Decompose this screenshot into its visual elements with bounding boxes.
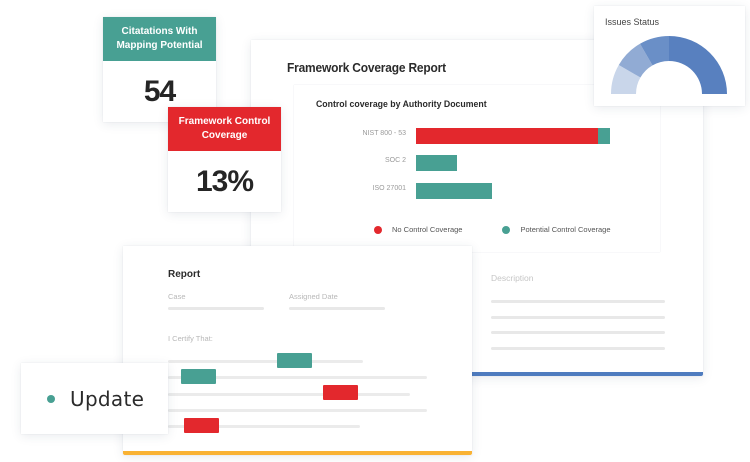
chart-legend: No Control Coverage Potential Control Co… <box>374 225 651 234</box>
legend-label: Potential Control Coverage <box>520 225 611 234</box>
gauge-segment-2 <box>618 43 653 78</box>
bar-label: ISO 27001 <box>372 185 406 192</box>
orange-accent-bar <box>123 451 472 455</box>
coverage-stat-card[interactable]: Framework Control Coverage 13% <box>168 107 281 212</box>
gauge-segment-3 <box>640 36 669 66</box>
report-title: Framework Coverage Report <box>287 60 446 75</box>
bar-no-coverage <box>416 128 598 144</box>
certify-tag-red[interactable] <box>184 418 219 433</box>
bar-row-iso27001[interactable]: ISO 27001 <box>294 183 660 199</box>
assigned-date-field[interactable] <box>289 307 385 310</box>
case-label: Case <box>168 292 186 301</box>
description-line <box>491 300 665 303</box>
status-dot-icon <box>47 394 55 403</box>
citations-stat-card[interactable]: Citatations With Mapping Potential 54 <box>103 17 216 122</box>
case-field[interactable] <box>168 307 264 310</box>
coverage-stat-label: Framework Control Coverage <box>168 107 281 151</box>
certify-line <box>168 409 427 412</box>
issues-status-title: Issues Status <box>605 17 660 27</box>
bar-potential-coverage <box>416 155 457 171</box>
citations-stat-value: 54 <box>143 75 176 108</box>
certify-line <box>168 360 363 363</box>
legend-item-no-coverage[interactable]: No Control Coverage <box>374 225 462 234</box>
gauge-segment-1 <box>611 65 641 94</box>
blue-accent-bar <box>251 372 703 376</box>
coverage-chart-card: Control coverage by Authority Document N… <box>294 85 660 252</box>
citations-stat-label: Citatations With Mapping Potential <box>103 17 216 61</box>
description-line <box>491 331 665 334</box>
certify-line <box>168 425 360 428</box>
bar-label: NIST 800 - 53 <box>362 130 406 137</box>
bar-row-soc2[interactable]: SOC 2 <box>294 155 660 171</box>
legend-item-potential-coverage[interactable]: Potential Control Coverage <box>502 225 611 234</box>
certify-label: I Certify That: <box>168 334 213 343</box>
red-dot-icon <box>374 225 382 234</box>
description-line <box>491 316 665 319</box>
certify-line <box>168 393 410 396</box>
teal-dot-icon <box>502 225 511 234</box>
issues-status-gauge[interactable] <box>594 6 745 106</box>
certify-tag-teal[interactable] <box>181 369 216 384</box>
issues-status-card: Issues Status <box>594 6 745 106</box>
bar-potential-coverage <box>416 183 492 199</box>
description-label: Description <box>491 273 534 283</box>
chart-title: Control coverage by Authority Document <box>316 99 487 110</box>
legend-label: No Control Coverage <box>392 225 463 234</box>
certify-tag-red[interactable] <box>323 385 358 400</box>
update-button[interactable]: Update <box>21 363 168 434</box>
description-line <box>491 347 665 350</box>
bar-row-nist[interactable]: NIST 800 - 53 <box>294 128 660 144</box>
assigned-date-label: Assigned Date <box>289 292 338 301</box>
report-form-title: Report <box>168 269 201 280</box>
bar-potential-coverage <box>598 128 610 144</box>
update-label: Update <box>70 386 145 411</box>
report-form-card: Report Case Assigned Date I Certify That… <box>123 246 472 455</box>
certify-line <box>168 376 427 379</box>
certify-tag-teal[interactable] <box>277 353 312 368</box>
bar-label: SOC 2 <box>384 157 406 164</box>
coverage-stat-value: 13% <box>195 165 254 198</box>
gauge-segment-4 <box>669 36 727 94</box>
